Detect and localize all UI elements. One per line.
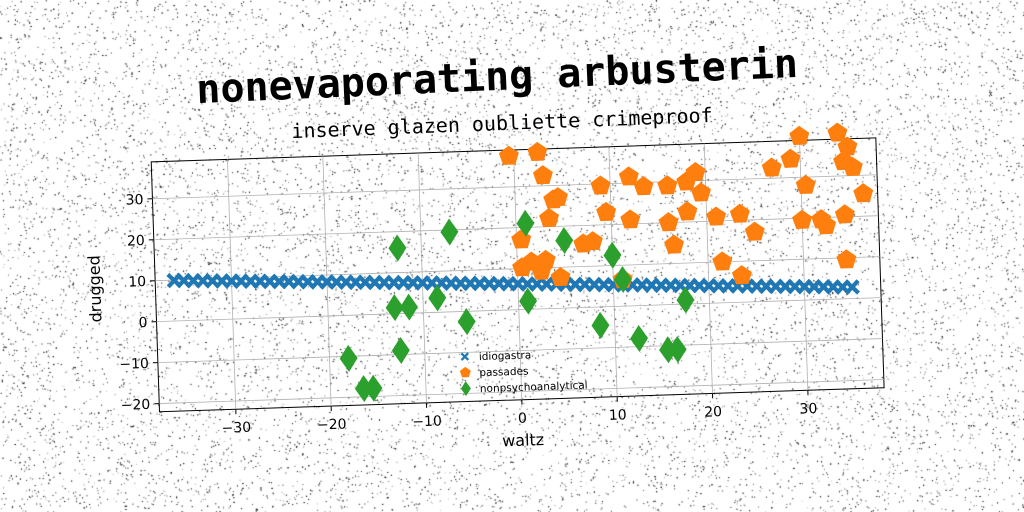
data-point xyxy=(428,284,447,312)
y-tick-label: −10 xyxy=(119,356,149,373)
x-gridline xyxy=(703,143,713,394)
y-gridline xyxy=(157,338,883,364)
data-point xyxy=(591,311,610,339)
data-point xyxy=(630,324,649,352)
x-gridline xyxy=(227,159,237,410)
x-tick-label: 20 xyxy=(704,404,722,421)
data-point xyxy=(827,122,848,142)
data-point xyxy=(816,215,837,235)
data-point xyxy=(658,212,679,232)
data-point xyxy=(613,266,632,294)
data-point xyxy=(690,182,711,202)
series-idiogastra xyxy=(166,272,860,295)
x-tick-label: 10 xyxy=(609,407,627,424)
data-point xyxy=(744,221,765,241)
data-point xyxy=(339,344,358,372)
data-point xyxy=(555,226,574,254)
data-point xyxy=(792,209,813,229)
series-passades xyxy=(498,122,874,289)
data-point xyxy=(512,257,533,277)
data-point xyxy=(836,249,857,269)
x-tick-label: 30 xyxy=(799,401,817,418)
series-nonpsychoanalytical xyxy=(339,209,695,403)
y-tick-label: −20 xyxy=(120,397,150,414)
data-point xyxy=(364,374,383,402)
data-point xyxy=(399,293,418,321)
data-point xyxy=(498,145,519,165)
data-point xyxy=(780,148,801,168)
data-point xyxy=(519,287,538,315)
data-point xyxy=(618,166,639,186)
x-tick-label: −30 xyxy=(221,420,251,437)
data-point xyxy=(842,156,863,177)
data-point xyxy=(354,375,373,403)
data-point xyxy=(676,286,695,314)
data-point xyxy=(761,157,782,177)
data-point xyxy=(834,204,855,224)
data-point xyxy=(582,231,603,251)
data-point xyxy=(388,234,407,262)
data-point xyxy=(633,176,654,196)
data-point xyxy=(729,203,750,223)
legend-label: nonpsychoanalytical xyxy=(480,380,588,396)
y-tick-label: 20 xyxy=(127,233,145,250)
data-marks xyxy=(166,122,874,403)
x-axis-label: waltz xyxy=(502,430,545,450)
data-point xyxy=(516,209,535,237)
data-point xyxy=(531,260,552,280)
x-tick-label: 0 xyxy=(518,411,527,427)
data-point xyxy=(550,266,571,287)
data-point xyxy=(664,234,685,254)
y-tick-label: 30 xyxy=(125,192,143,209)
data-point xyxy=(789,125,810,145)
x-gridline xyxy=(608,146,618,397)
data-point xyxy=(712,251,733,271)
y-gridline xyxy=(159,379,884,404)
plot-area: −30 −20 −10 0 10 20 30 −20 −10 0 10 20 30 waltz drug… xyxy=(84,122,885,450)
data-point xyxy=(385,294,404,322)
x-tick-label: −10 xyxy=(412,413,442,430)
data-point xyxy=(706,206,727,226)
y-tick-label: 0 xyxy=(138,315,147,331)
y-gridline xyxy=(152,174,878,200)
legend-label: passades xyxy=(479,366,528,380)
data-point xyxy=(668,335,687,363)
y-axis-label: drugged xyxy=(84,255,105,323)
chart-subtitle: inserve glazen oubliette crimeproof xyxy=(291,103,713,143)
x-gridline xyxy=(417,153,427,403)
data-point xyxy=(853,183,874,203)
data-point xyxy=(527,141,548,162)
data-point xyxy=(596,201,617,222)
legend-marker xyxy=(460,381,471,397)
data-point xyxy=(677,201,698,221)
data-point xyxy=(620,209,641,229)
data-point xyxy=(539,207,560,228)
legend-label: idiogastra xyxy=(479,349,532,363)
y-gridline xyxy=(153,215,879,241)
y-gridline xyxy=(156,297,882,323)
data-point xyxy=(795,174,816,194)
data-point xyxy=(440,218,459,246)
data-point xyxy=(731,265,752,285)
data-point xyxy=(685,162,706,182)
data-point xyxy=(590,175,611,195)
data-point xyxy=(457,308,476,336)
data-point xyxy=(532,165,553,185)
data-point xyxy=(391,336,410,364)
data-point xyxy=(657,175,678,195)
y-tick-label: 10 xyxy=(128,274,146,291)
data-point xyxy=(547,187,568,207)
legend-marker xyxy=(459,366,471,378)
data-point xyxy=(837,136,858,156)
data-point xyxy=(603,241,622,269)
data-point xyxy=(844,279,860,295)
x-tick-label: −20 xyxy=(317,417,347,434)
axis-ticks: −30 −20 −10 0 10 20 30 −20 −10 0 10 20 30 xyxy=(119,192,818,437)
legend-marker xyxy=(460,352,470,361)
data-point xyxy=(659,336,678,364)
